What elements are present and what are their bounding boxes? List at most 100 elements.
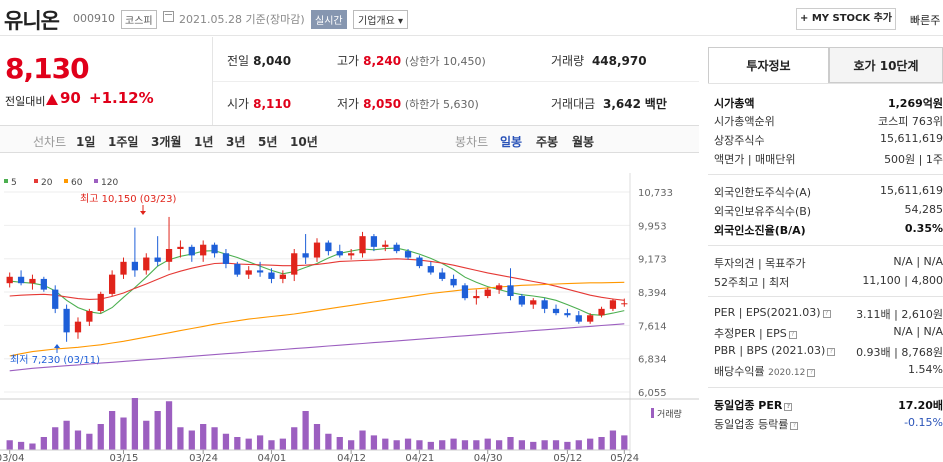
help-icon[interactable]: ? (822, 310, 831, 318)
candle-body (108, 274, 116, 294)
volume-bar (245, 438, 252, 450)
tab-1year[interactable]: 1년 (194, 135, 214, 149)
candle-body (439, 272, 446, 279)
current-price-panel: 8,130 전일대비 90 +1.12% (0, 37, 212, 125)
candle-body (484, 289, 491, 297)
x-tick-label: 03/15 (110, 453, 139, 462)
y-tick-label: 10,733 (638, 188, 673, 199)
foreign-limit-row: 외국인한도주식수(A) 15,611,619 (714, 184, 943, 199)
candle-body (416, 257, 423, 267)
ma-line-20 (9, 258, 625, 301)
max-arrow-head (140, 211, 146, 215)
candle-body (86, 310, 93, 322)
dividend-row: 배당수익률 2020.12? 1.54% (714, 363, 943, 378)
x-tick-label: 03/24 (189, 453, 218, 462)
stock-chart[interactable]: 10,733 9,953 9,173 8,394 7,614 6,834 6,055 5 20 6… (0, 153, 699, 462)
y-tick-label: 9,173 (638, 255, 667, 266)
candle-body (222, 253, 230, 264)
help-icon[interactable]: ? (790, 422, 799, 430)
calendar-icon (163, 11, 174, 22)
volume-bar (609, 430, 617, 450)
tab-daily[interactable]: 일봉 (500, 135, 523, 149)
tab-3year[interactable]: 3년 (226, 135, 246, 149)
candle-body (52, 289, 59, 309)
volume-bar (234, 437, 241, 450)
help-icon[interactable]: ? (784, 403, 793, 411)
candle-body (120, 261, 127, 275)
candle-body (40, 278, 47, 290)
candle-body (507, 285, 514, 297)
candle-body (609, 300, 617, 309)
volume-bar (97, 424, 104, 450)
tab-10year[interactable]: 10년 (290, 135, 318, 149)
candle-body (518, 296, 526, 305)
est-per-row: 추정PER | EPS? N/A | N/A (714, 325, 943, 340)
foreign-ratio-row: 외국인소진율(B/A) 0.35% (714, 222, 943, 237)
volume-bar (416, 440, 423, 450)
volume-bar (382, 438, 389, 450)
candle-body (200, 244, 207, 256)
help-icon[interactable]: ? (827, 348, 836, 356)
volume-bar (211, 427, 218, 450)
volume-bar (439, 440, 446, 450)
volume-legend-swatch (651, 408, 654, 418)
tab-monthly[interactable]: 월봉 (572, 135, 595, 149)
company-info-dropdown[interactable]: 기업개요 ▾ (353, 10, 408, 29)
investment-info-panel: 투자정보 호가 10단계 (708, 47, 943, 462)
candle-body (131, 261, 139, 271)
volume-bar (302, 411, 309, 450)
help-icon[interactable]: ? (788, 331, 797, 339)
volume-bar (165, 401, 173, 450)
volume-bar (177, 427, 184, 450)
x-tick-label: 03/04 (0, 453, 25, 462)
quick-order-link[interactable]: 빠른주 (910, 14, 941, 27)
current-price: 8,130 (5, 52, 90, 85)
candle-body (530, 300, 537, 305)
my-stock-add-button[interactable]: + MY STOCK 추가 (796, 8, 896, 30)
candle-body (404, 251, 412, 258)
candle-body (587, 315, 594, 322)
ma-line-120 (9, 323, 625, 372)
tab-candle-chart[interactable]: 봉차트 (455, 135, 489, 149)
candle-body (302, 253, 309, 258)
candle-body (165, 248, 173, 262)
candle-body (154, 257, 161, 262)
candle-body (97, 293, 104, 311)
candle-body (143, 257, 150, 271)
volume-bar (450, 438, 457, 450)
volume-bar (427, 441, 434, 450)
stat-prev-close: 전일 8,040 (227, 54, 292, 68)
candle-body (541, 300, 548, 309)
tab-3month[interactable]: 3개월 (151, 135, 182, 149)
market-cap-row: 시가총액 1,269억원 (714, 97, 943, 110)
volume-bar (222, 433, 230, 450)
candle-body (495, 285, 503, 290)
volume-bar (29, 443, 36, 450)
tab-weekly[interactable]: 주봉 (536, 135, 559, 149)
sector-rate-row: 동일업종 등락률? -0.15% (714, 416, 943, 431)
candle-body (234, 263, 241, 275)
candle-body (359, 236, 366, 254)
tab-invest-info[interactable]: 투자정보 (708, 47, 829, 83)
volume-bar (587, 438, 594, 450)
stats-divider (213, 81, 699, 82)
sector-per-row: 동일업종 PER? 17.20배 (714, 399, 943, 412)
volume-bar (393, 440, 400, 450)
market-badge: 코스피 (121, 10, 157, 29)
tab-5year[interactable]: 5년 (258, 135, 278, 149)
tab-line-chart[interactable]: 선차트 (33, 135, 67, 149)
volume-bar (256, 435, 264, 450)
candle-body (177, 246, 184, 249)
tab-hoga[interactable]: 호가 10단계 (829, 47, 943, 83)
volume-bar (313, 424, 321, 450)
tab-1day[interactable]: 1일 (76, 135, 96, 149)
help-icon[interactable]: ? (807, 369, 816, 377)
candle-body (427, 266, 434, 273)
candle-body (336, 251, 343, 256)
volume-bar (404, 438, 412, 450)
volume-bar (154, 411, 161, 450)
x-tick-label: 04/30 (474, 453, 503, 462)
realtime-button[interactable]: 실시간 (311, 10, 347, 29)
tab-1week[interactable]: 1주일 (108, 135, 139, 149)
volume-bar (598, 437, 605, 450)
